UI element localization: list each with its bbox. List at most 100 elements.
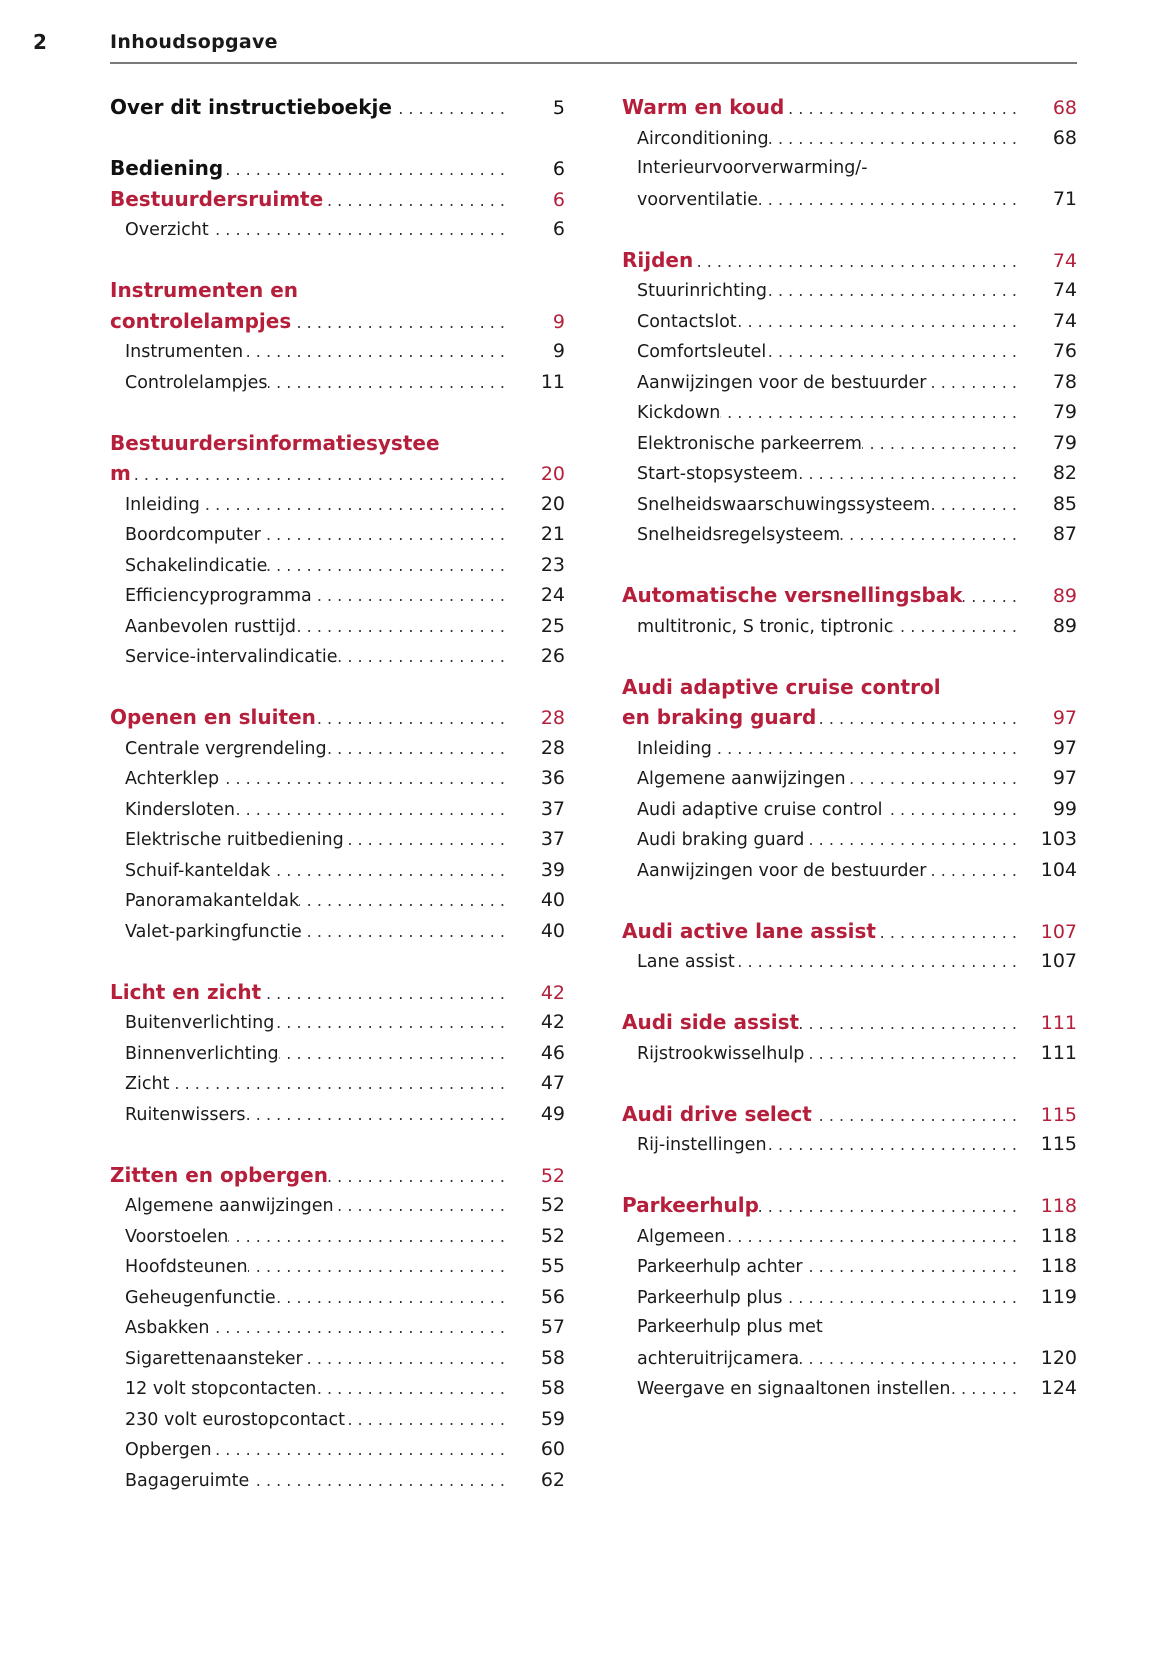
entry-page-number: 107 bbox=[1040, 920, 1077, 943]
toc-item-entry[interactable]: Schakelindicatie . . . . . . . . . . . .… bbox=[110, 550, 565, 581]
toc-item-entry[interactable]: multitronic, S tronic, tiptronic . . . .… bbox=[622, 611, 1077, 642]
toc-item-entry[interactable]: Audi braking guard . . . . . . . . . . .… bbox=[622, 824, 1077, 855]
dot-leader: . . . . . . . . . . . . . . . . . . . . … bbox=[326, 738, 505, 758]
toc-item-entry[interactable]: Elektrische ruitbediening . . . . . . . … bbox=[110, 824, 565, 855]
toc-item-entry[interactable]: Contactslot . . . . . . . . . . . . . . … bbox=[622, 306, 1077, 337]
toc-item-entry[interactable]: 230 volt eurostopcontact . . . . . . . .… bbox=[110, 1404, 565, 1435]
toc-item-entry[interactable]: 12 volt stopcontacten . . . . . . . . . … bbox=[110, 1373, 565, 1404]
toc-section-entry[interactable]: controlelampjes . . . . . . . . . . . . … bbox=[110, 306, 565, 337]
toc-section-entry[interactable]: Rijden . . . . . . . . . . . . . . . . .… bbox=[622, 245, 1077, 276]
toc-item-entry[interactable]: Aanwijzingen voor de bestuurder . . . . … bbox=[622, 855, 1077, 886]
toc-item-entry[interactable]: Snelheidsregelsysteem . . . . . . . . . … bbox=[622, 519, 1077, 550]
toc-item-entry[interactable]: Snelheidswaarschuwingssysteem . . . . . … bbox=[622, 489, 1077, 520]
entry-page-number: 21 bbox=[540, 523, 565, 545]
page-number: 2 bbox=[33, 30, 47, 54]
toc-item-entry[interactable]: Sigarettenaansteker . . . . . . . . . . … bbox=[110, 1343, 565, 1374]
toc-item-entry[interactable]: Achterklep . . . . . . . . . . . . . . .… bbox=[110, 763, 565, 794]
toc-item-entry[interactable]: Comfortsleutel . . . . . . . . . . . . .… bbox=[622, 336, 1077, 367]
dot-leader: . . . . . . . . . . . . . . . . . . . . … bbox=[799, 1348, 1017, 1368]
toc-item-entry[interactable]: Panoramakanteldak . . . . . . . . . . . … bbox=[110, 885, 565, 916]
toc-chapter-entry[interactable]: Bediening . . . . . . . . . . . . . . . … bbox=[110, 153, 565, 184]
toc-section-entry[interactable]: Warm en koud . . . . . . . . . . . . . .… bbox=[622, 92, 1077, 123]
toc-item-entry[interactable]: Algemeen . . . . . . . . . . . . . . . .… bbox=[622, 1221, 1077, 1252]
toc-item-entry[interactable]: Interieurvoorverwarming/- bbox=[622, 153, 1077, 184]
toc-item-entry[interactable]: Valet-parkingfunctie . . . . . . . . . .… bbox=[110, 916, 565, 947]
toc-section-entry[interactable]: Bestuurdersruimte . . . . . . . . . . . … bbox=[110, 184, 565, 215]
toc-item-entry[interactable]: Boordcomputer . . . . . . . . . . . . . … bbox=[110, 519, 565, 550]
toc-item-entry[interactable]: Inleiding . . . . . . . . . . . . . . . … bbox=[110, 489, 565, 520]
toc-section-entry[interactable]: m . . . . . . . . . . . . . . . . . . . … bbox=[110, 458, 565, 489]
toc-section-entry[interactable]: Openen en sluiten . . . . . . . . . . . … bbox=[110, 702, 565, 733]
toc-item-entry[interactable]: Start-stopsysteem . . . . . . . . . . . … bbox=[622, 458, 1077, 489]
toc-item-entry[interactable]: Weergave en signaaltonen instellen . . .… bbox=[622, 1373, 1077, 1404]
toc-item-entry[interactable]: Ruitenwissers . . . . . . . . . . . . . … bbox=[110, 1099, 565, 1130]
toc-item-entry[interactable]: Aanwijzingen voor de bestuurder . . . . … bbox=[622, 367, 1077, 398]
entry-page-number: 47 bbox=[540, 1072, 565, 1094]
toc-item-entry[interactable]: Inleiding . . . . . . . . . . . . . . . … bbox=[622, 733, 1077, 764]
toc-item-entry[interactable]: voorventilatie . . . . . . . . . . . . .… bbox=[622, 184, 1077, 215]
toc-column-right: Warm en koud . . . . . . . . . . . . . .… bbox=[622, 92, 1077, 1434]
toc-item-entry[interactable]: Hoofdsteunen . . . . . . . . . . . . . .… bbox=[110, 1251, 565, 1282]
toc-item-entry[interactable]: Stuurinrichting . . . . . . . . . . . . … bbox=[622, 275, 1077, 306]
toc-section-entry[interactable]: Audi adaptive cruise control bbox=[622, 672, 1077, 703]
toc-item-entry[interactable]: Service-intervalindicatie . . . . . . . … bbox=[110, 641, 565, 672]
dot-leader: . . . . . . . . . . . . . . . . . . . . … bbox=[328, 1166, 505, 1186]
entry-title: Controlelampjes bbox=[125, 372, 268, 393]
dot-leader: . . . . . . . . . . . . . . . . . . . . … bbox=[270, 860, 505, 880]
toc-item-entry[interactable]: Airconditioning . . . . . . . . . . . . … bbox=[622, 123, 1077, 154]
entry-title: Stuurinrichting bbox=[637, 281, 767, 301]
toc-item-entry[interactable]: Algemene aanwijzingen . . . . . . . . . … bbox=[622, 763, 1077, 794]
toc-section-entry[interactable]: Parkeerhulp . . . . . . . . . . . . . . … bbox=[622, 1190, 1077, 1221]
entry-title: Schakelindicatie bbox=[125, 555, 268, 576]
toc-section-entry[interactable]: Audi drive select . . . . . . . . . . . … bbox=[622, 1099, 1077, 1130]
toc-item-entry[interactable]: achteruitrijcamera . . . . . . . . . . .… bbox=[622, 1343, 1077, 1374]
toc-item-entry[interactable]: Geheugenfunctie . . . . . . . . . . . . … bbox=[110, 1282, 565, 1313]
dot-leader: . . . . . . . . . . . . . . . . . . . . … bbox=[131, 465, 505, 484]
header-divider bbox=[110, 62, 1077, 64]
entry-title: Algemene aanwijzingen bbox=[637, 769, 846, 789]
toc-item-entry[interactable]: Parkeerhulp plus met bbox=[622, 1312, 1077, 1343]
toc-section-entry[interactable]: Instrumenten en bbox=[110, 275, 565, 306]
toc-item-entry[interactable]: Parkeerhulp achter . . . . . . . . . . .… bbox=[622, 1251, 1077, 1282]
toc-item-entry[interactable]: Voorstoelen . . . . . . . . . . . . . . … bbox=[110, 1221, 565, 1252]
toc-item-entry[interactable]: Lane assist . . . . . . . . . . . . . . … bbox=[622, 946, 1077, 977]
toc-item-entry[interactable]: Controlelampjes . . . . . . . . . . . . … bbox=[110, 367, 565, 398]
toc-item-entry[interactable]: Bagageruimte . . . . . . . . . . . . . .… bbox=[110, 1465, 565, 1496]
dot-leader: . . . . . . . . . . . . . . . . . . . . … bbox=[312, 586, 505, 605]
toc-section-entry[interactable]: Zitten en opbergen . . . . . . . . . . .… bbox=[110, 1160, 565, 1191]
toc-chapter-entry[interactable]: Over dit instructieboekje . . . . . . . … bbox=[110, 92, 565, 123]
dot-leader: . . . . . . . . . . . . . . . . . . . . … bbox=[693, 251, 1017, 271]
toc-section-entry[interactable]: Bestuurdersinformatiesystee bbox=[110, 428, 565, 459]
entry-title: m bbox=[110, 461, 131, 485]
toc-item-entry[interactable]: Elektronische parkeerrem . . . . . . . .… bbox=[622, 428, 1077, 459]
toc-item-entry[interactable]: Zicht . . . . . . . . . . . . . . . . . … bbox=[110, 1068, 565, 1099]
toc-item-entry[interactable]: Overzicht . . . . . . . . . . . . . . . … bbox=[110, 214, 565, 245]
toc-item-entry[interactable]: Binnenverlichting . . . . . . . . . . . … bbox=[110, 1038, 565, 1069]
toc-item-entry[interactable]: Parkeerhulp plus . . . . . . . . . . . .… bbox=[622, 1282, 1077, 1313]
toc-item-entry[interactable]: Instrumenten . . . . . . . . . . . . . .… bbox=[110, 336, 565, 367]
toc-item-entry[interactable]: Algemene aanwijzingen . . . . . . . . . … bbox=[110, 1190, 565, 1221]
dot-leader: . . . . . . . . . . . . . . . . . . . . … bbox=[799, 1014, 1017, 1033]
toc-section-entry[interactable]: Audi side assist . . . . . . . . . . . .… bbox=[622, 1007, 1077, 1038]
toc-item-entry[interactable]: Efficiencyprogramma . . . . . . . . . . … bbox=[110, 580, 565, 611]
toc-item-entry[interactable]: Kindersloten . . . . . . . . . . . . . .… bbox=[110, 794, 565, 825]
toc-item-entry[interactable]: Rij-instellingen . . . . . . . . . . . .… bbox=[622, 1129, 1077, 1160]
toc-item-entry[interactable]: Schuif-kanteldak . . . . . . . . . . . .… bbox=[110, 855, 565, 886]
toc-item-entry[interactable]: Audi adaptive cruise control . . . . . .… bbox=[622, 794, 1077, 825]
entry-title: Licht en zicht bbox=[110, 979, 262, 1004]
toc-item-entry[interactable]: Rijstrookwisselhulp . . . . . . . . . . … bbox=[622, 1038, 1077, 1069]
toc-section-entry[interactable]: Licht en zicht . . . . . . . . . . . . .… bbox=[110, 977, 565, 1008]
toc-section-entry[interactable]: Automatische versnellingsbak . . . . . .… bbox=[622, 580, 1077, 611]
toc-item-entry[interactable]: Aanbevolen rusttijd . . . . . . . . . . … bbox=[110, 611, 565, 642]
toc-section-entry[interactable]: Audi active lane assist . . . . . . . . … bbox=[622, 916, 1077, 947]
toc-item-entry[interactable]: Buitenverlichting . . . . . . . . . . . … bbox=[110, 1007, 565, 1038]
entry-page-number: 60 bbox=[540, 1438, 565, 1460]
toc-group: Bediening . . . . . . . . . . . . . . . … bbox=[110, 153, 565, 245]
toc-item-entry[interactable]: Opbergen . . . . . . . . . . . . . . . .… bbox=[110, 1434, 565, 1465]
toc-item-entry[interactable]: Centrale vergrendeling . . . . . . . . .… bbox=[110, 733, 565, 764]
entry-title: Algemene aanwijzingen bbox=[125, 1196, 334, 1216]
toc-item-entry[interactable]: Kickdown . . . . . . . . . . . . . . . .… bbox=[622, 397, 1077, 428]
entry-title: Elektronische parkeerrem bbox=[637, 433, 862, 454]
toc-section-entry[interactable]: en braking guard . . . . . . . . . . . .… bbox=[622, 702, 1077, 733]
toc-item-entry[interactable]: Asbakken . . . . . . . . . . . . . . . .… bbox=[110, 1312, 565, 1343]
